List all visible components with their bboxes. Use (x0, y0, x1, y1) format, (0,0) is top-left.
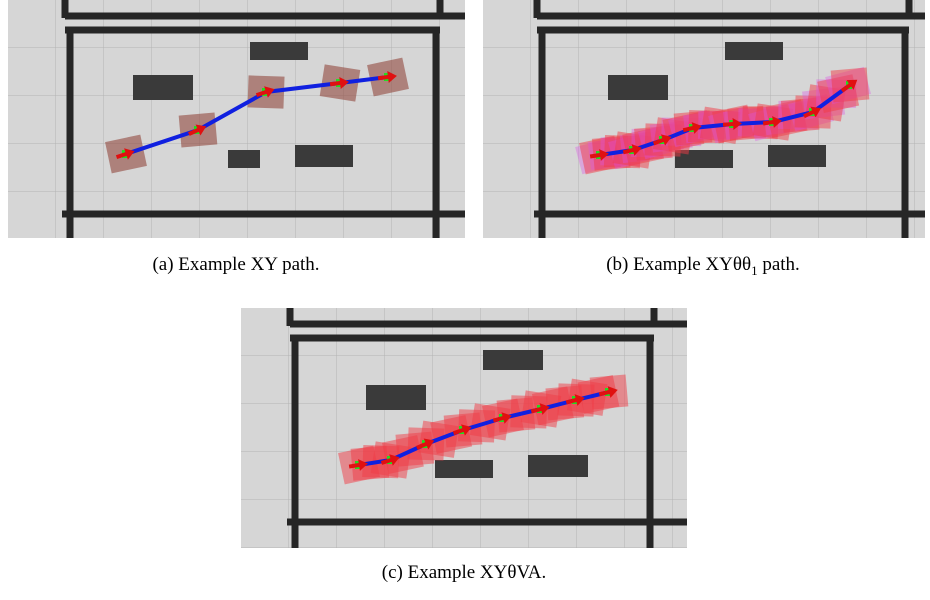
caption-text: Example XYθθ (633, 254, 751, 275)
caption-c: (c) Example XYθVA. (382, 562, 546, 583)
caption-subscript: 1 (751, 263, 758, 278)
obstacle (483, 350, 543, 370)
obstacle (608, 75, 668, 100)
caption-text: path. (762, 254, 799, 275)
obstacle (250, 42, 308, 60)
caption-text: Example XY path. (178, 254, 319, 275)
caption-label: (a) (152, 254, 173, 275)
panel-a (8, 0, 465, 238)
obstacle (133, 75, 193, 100)
map-background (8, 0, 465, 238)
caption-label: (b) (606, 254, 628, 275)
panel-c (241, 308, 687, 548)
obstacle (768, 145, 826, 167)
caption-text: Example XYθVA. (408, 562, 547, 583)
obstacle (725, 42, 783, 60)
obstacle (528, 455, 588, 477)
obstacle (435, 460, 493, 478)
obstacle (228, 150, 260, 168)
caption-a: (a) Example XY path. (152, 254, 319, 275)
figure: (a) Example XY path. (b) Example XYθθ1 p… (0, 0, 930, 595)
page: (a) Example XY path. (b) Example XYθθ1 p… (0, 0, 930, 600)
obstacle (366, 385, 426, 410)
obstacle (295, 145, 353, 167)
caption-b: (b) Example XYθθ1 path. (606, 254, 800, 280)
caption-label: (c) (382, 562, 403, 583)
panel-b (483, 0, 925, 238)
